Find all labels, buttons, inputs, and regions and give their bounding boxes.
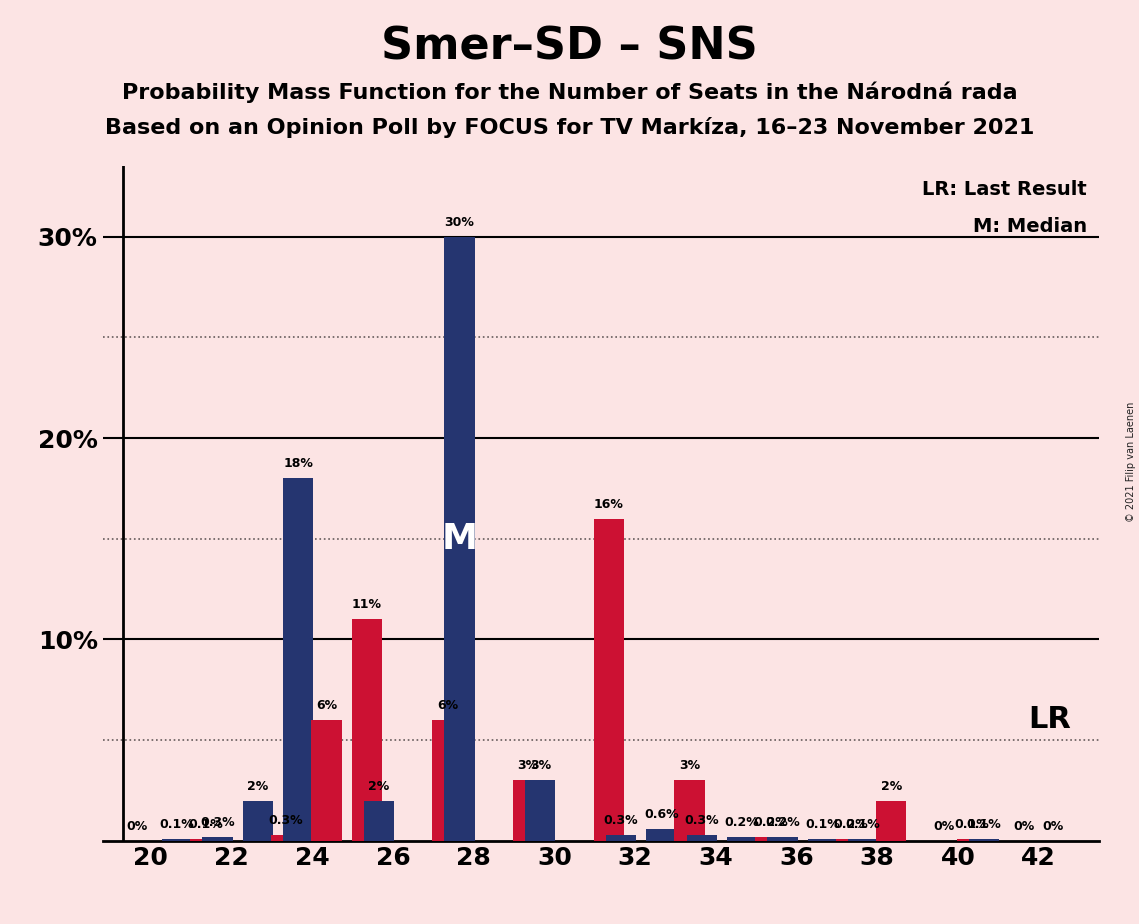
Text: 2%: 2%	[247, 780, 269, 793]
Text: M: M	[442, 522, 477, 556]
Bar	[727, 837, 757, 841]
Bar	[243, 800, 273, 841]
Text: 0%: 0%	[126, 820, 147, 833]
Bar	[162, 839, 192, 841]
Bar	[957, 839, 988, 841]
Text: 0.1%: 0.1%	[188, 818, 223, 831]
Bar	[836, 839, 866, 841]
Bar	[593, 518, 624, 841]
Bar	[513, 781, 543, 841]
Bar	[203, 837, 232, 841]
Text: 3%: 3%	[530, 760, 551, 772]
Bar	[606, 834, 636, 841]
Bar	[363, 800, 394, 841]
Bar	[525, 781, 556, 841]
Text: 2%: 2%	[880, 780, 902, 793]
Text: 6%: 6%	[316, 699, 337, 712]
Bar	[311, 720, 342, 841]
Text: 0.1%: 0.1%	[805, 818, 841, 831]
Text: 0.1%: 0.1%	[159, 818, 195, 831]
Bar	[674, 781, 705, 841]
Bar	[969, 839, 999, 841]
Bar	[808, 839, 838, 841]
Text: 11%: 11%	[352, 599, 382, 612]
Bar	[190, 839, 221, 841]
Text: 0.1%: 0.1%	[967, 818, 1001, 831]
Text: Based on an Opinion Poll by FOCUS for TV Markíza, 16–23 November 2021: Based on an Opinion Poll by FOCUS for TV…	[105, 117, 1034, 139]
Text: LR: LR	[1029, 705, 1071, 735]
Bar	[444, 237, 475, 841]
Text: 0%: 0%	[1042, 820, 1064, 833]
Text: 3%: 3%	[517, 760, 539, 772]
Text: 0.3%: 0.3%	[604, 814, 638, 827]
Bar	[847, 839, 878, 841]
Text: 0%: 0%	[1014, 820, 1035, 833]
Text: 3%: 3%	[679, 760, 700, 772]
Text: 16%: 16%	[593, 498, 624, 511]
Text: 0.2%: 0.2%	[834, 818, 868, 831]
Text: 0.3%: 0.3%	[685, 814, 719, 827]
Text: 0.2%: 0.2%	[765, 816, 800, 829]
Bar	[433, 720, 462, 841]
Text: 0.2%: 0.2%	[724, 816, 760, 829]
Text: 0.1%: 0.1%	[954, 818, 990, 831]
Bar	[876, 800, 907, 841]
Bar	[646, 829, 677, 841]
Text: 0.3%: 0.3%	[200, 816, 235, 829]
Text: 0.2%: 0.2%	[753, 816, 788, 829]
Bar	[352, 619, 382, 841]
Bar	[271, 834, 301, 841]
Text: © 2021 Filip van Laenen: © 2021 Filip van Laenen	[1126, 402, 1136, 522]
Bar	[284, 479, 313, 841]
Text: Smer–SD – SNS: Smer–SD – SNS	[382, 26, 757, 69]
Text: LR: Last Result: LR: Last Result	[923, 180, 1087, 200]
Text: 6%: 6%	[437, 699, 458, 712]
Text: 0%: 0%	[933, 820, 954, 833]
Bar	[755, 837, 786, 841]
Text: 18%: 18%	[284, 457, 313, 470]
Bar	[768, 837, 797, 841]
Text: 30%: 30%	[444, 215, 475, 229]
Text: 0.6%: 0.6%	[644, 808, 679, 821]
Text: Probability Mass Function for the Number of Seats in the Národná rada: Probability Mass Function for the Number…	[122, 81, 1017, 103]
Bar	[687, 834, 716, 841]
Text: 0.1%: 0.1%	[846, 818, 880, 831]
Text: M: Median: M: Median	[973, 216, 1087, 236]
Text: 0.3%: 0.3%	[269, 814, 303, 827]
Text: 2%: 2%	[368, 780, 390, 793]
